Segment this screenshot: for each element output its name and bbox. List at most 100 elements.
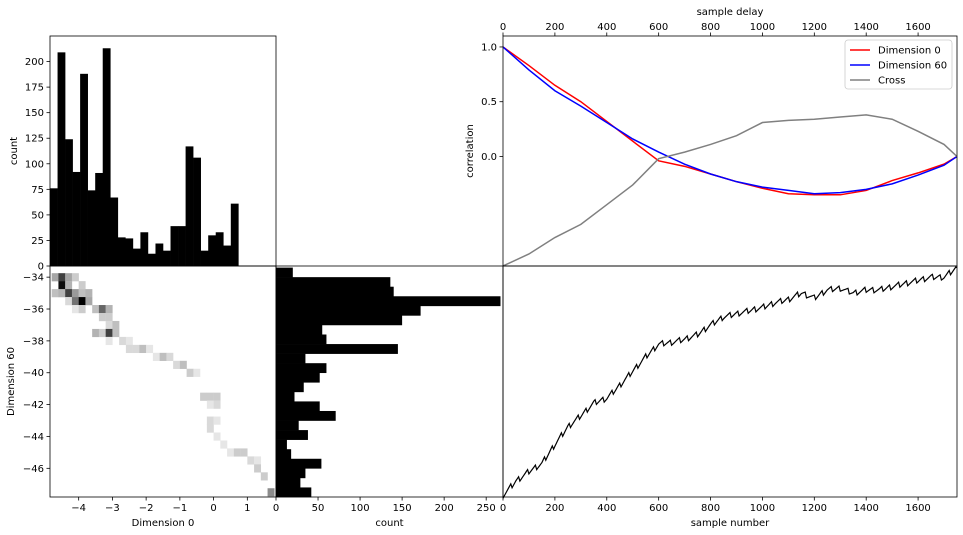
heatmap-cell	[78, 297, 86, 306]
heatmap-cell	[213, 392, 221, 401]
x-tick-label: −3	[105, 503, 120, 514]
heatmap-cell	[267, 488, 275, 497]
heatmap-cell	[254, 456, 262, 465]
x-tick-label: 50	[312, 503, 325, 514]
x-tick-label: −1	[172, 503, 187, 514]
heatmap-cell	[179, 360, 187, 369]
heatmap-cell	[125, 336, 133, 346]
legend-label: Dimension 0	[878, 46, 941, 57]
heatmap-cell	[92, 305, 100, 314]
histogram-bar	[50, 188, 58, 266]
y-tick-label: 50	[31, 210, 44, 221]
heatmap-cell	[112, 320, 120, 330]
histogram-bar	[276, 458, 322, 469]
heatmap-cell	[173, 360, 181, 369]
y-tick-label: −40	[23, 368, 44, 379]
histogram-bar	[276, 477, 301, 488]
x-tick-label: 100	[351, 503, 370, 514]
x-tick-label: 0	[273, 503, 279, 514]
histogram-bar	[110, 197, 119, 266]
heatmap-cell	[132, 344, 140, 354]
histogram-bar	[80, 73, 88, 266]
histogram-bar	[276, 468, 306, 479]
heatmap-cell	[98, 305, 106, 314]
x-tick-label: 250	[477, 503, 496, 514]
y-tick-label: −42	[23, 400, 44, 411]
series-line	[503, 114, 957, 266]
heatmap-cell	[58, 289, 66, 298]
y-tick-label: −44	[23, 432, 44, 443]
x-tick-label: 400	[597, 503, 616, 514]
heatmap-cell	[193, 368, 201, 377]
y-tick-label: −36	[23, 305, 44, 316]
heatmap-cell	[213, 400, 221, 409]
heatmap-cell	[71, 297, 79, 306]
heatmap-cell	[51, 273, 59, 282]
heatmap-cell	[65, 281, 73, 290]
trace-panel: 0 200 400 600 800 1000 1200 1400 1600 sample numb…	[500, 265, 958, 529]
histogram-bar	[276, 296, 501, 307]
y-tick-label: 0	[38, 262, 44, 273]
legend-label: Dimension 60	[878, 61, 947, 72]
histogram-bar	[95, 172, 104, 266]
series-group	[503, 46, 957, 266]
x-tick-label: 1000	[750, 22, 775, 33]
y-axis-label: correlation	[465, 124, 476, 178]
histogram-bar	[230, 203, 239, 266]
y-tick-label: 0.0	[481, 152, 497, 163]
histogram-bar	[276, 391, 295, 402]
heatmap-cell	[159, 352, 167, 361]
y-tick-label: 175	[25, 83, 44, 94]
x-tick-label: 1	[244, 503, 250, 514]
y-tick-label: −34	[23, 273, 44, 284]
heatmap-cell	[119, 336, 127, 346]
histogram-bar	[276, 324, 323, 335]
histogram-bar	[276, 420, 299, 431]
x-tick-label: 1200	[802, 22, 827, 33]
heatmap-cell	[186, 368, 194, 377]
histogram-bar	[117, 237, 126, 266]
x-tick-label: 600	[649, 503, 668, 514]
heatmap-cell	[166, 352, 174, 361]
heatmap-cell	[213, 416, 221, 425]
heatmap-cell	[200, 392, 208, 401]
x-tick-label: 0	[500, 22, 506, 33]
x-tick-label: 1000	[750, 503, 775, 514]
heatmap-cell	[65, 273, 73, 282]
histogram-dimension-60-panel: 0 50 100 150 200 250 count	[273, 265, 504, 529]
series-line	[502, 266, 958, 499]
histogram-bar	[147, 253, 156, 266]
heatmap-cell	[92, 328, 100, 338]
histogram-bar	[276, 344, 398, 354]
x-tick-label: 200	[545, 22, 564, 33]
y-tick-label: 100	[25, 159, 44, 170]
x-tick-label: 400	[597, 22, 616, 33]
heatmap-cell	[58, 281, 66, 290]
x-tick-label: 1400	[853, 22, 878, 33]
axes-frame	[502, 265, 958, 498]
heatmap-cell	[51, 289, 59, 298]
heatmap-cell	[85, 289, 93, 298]
x-tick-label: 1200	[802, 503, 827, 514]
heatmap-cell	[233, 448, 241, 457]
heatmap-cell	[105, 328, 113, 338]
heatmap-cell	[78, 305, 86, 314]
x-tick-label: 0	[500, 503, 506, 514]
heatmap-cell	[105, 312, 113, 322]
y-tick-label: 1.0	[481, 42, 497, 53]
histogram-bar	[276, 286, 394, 297]
heatmap-cell	[105, 336, 113, 346]
histogram-dimension-0-panel: 0 25 50 75 100 125 150 175 200 count	[9, 35, 277, 273]
histogram-bar	[87, 190, 96, 266]
heatmap-cell	[146, 344, 154, 354]
heatmap-cell	[206, 392, 214, 401]
correlation-panel: 0 200 400 600 800 1000 1200 1400 1600 1.0 0.5 0.0 sa…	[465, 7, 958, 267]
heatmap-cell	[227, 448, 235, 457]
histogram-bar	[72, 171, 81, 266]
histogram-bar	[163, 250, 171, 266]
heatmap-cell	[152, 352, 160, 361]
y-tick-label: 25	[31, 236, 44, 247]
histogram-bar	[185, 146, 194, 266]
histogram-bar	[276, 430, 308, 440]
heatmap-cell	[71, 273, 79, 282]
